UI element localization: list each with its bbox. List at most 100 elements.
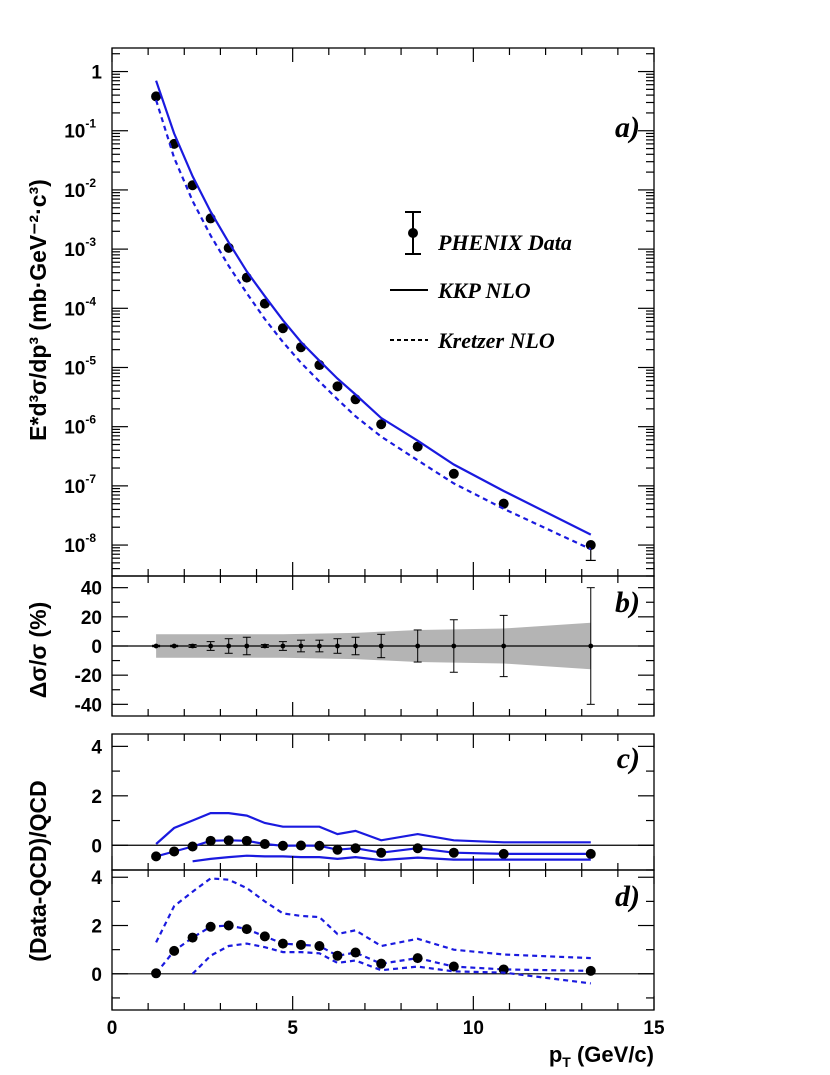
kretzer-ratio-central-point — [350, 947, 361, 958]
legend-kretzer-label: Kretzer NLO — [437, 328, 555, 353]
y-tick-label: -40 — [75, 695, 102, 716]
stat-point — [317, 643, 322, 649]
phenix-data-point — [412, 441, 423, 452]
stat-point — [208, 643, 214, 649]
phenix-data-point — [151, 91, 162, 102]
stat-point — [226, 643, 232, 649]
kkp-ratio-central-point — [350, 843, 361, 854]
stat-point — [190, 643, 195, 649]
kretzer-ratio-central-point — [448, 961, 459, 972]
stat-point — [280, 643, 286, 649]
x-tick-label: 10 — [463, 1018, 484, 1039]
kretzer-ratio-central-point — [277, 938, 288, 949]
kkp-ratio-central-point — [412, 843, 423, 854]
y-tick-label: -20 — [75, 666, 102, 687]
stat-point — [171, 643, 177, 649]
legend-data-label: PHENIX Data — [437, 230, 572, 255]
y-tick-label: 2 — [91, 917, 102, 938]
kkp-ratio-central-point — [585, 848, 596, 859]
kretzer-ratio-central-point — [241, 924, 252, 935]
y-tick-label: 40 — [81, 579, 102, 600]
stat-point — [335, 643, 340, 649]
y-tick-label: 10-2 — [64, 176, 96, 202]
panel-d-frame — [111, 869, 655, 1011]
panel-c-label: c) — [617, 742, 640, 775]
panel-a-spectrum: 1 10-1 10-2 10-3 10-4 10-5 10-6 10-7 10-8 a) PHE… — [25, 47, 655, 577]
phenix-data-point — [277, 323, 288, 334]
kretzer-ratio-central-point — [332, 950, 343, 961]
y-tick-label: 0 — [91, 836, 102, 857]
legend-data-marker — [408, 228, 418, 238]
kretzer-ratio-central-point — [223, 920, 234, 931]
stat-point — [415, 643, 421, 649]
stat-point — [353, 643, 358, 649]
kkp-ratio-upper-line — [155, 812, 591, 845]
panel-b-ylabel: Δσ/σ (%) — [25, 602, 51, 699]
panel-a-ylabel: E*d³σ/dp³ (mb·GeV⁻²·c³) — [25, 179, 51, 441]
y-tick-label: 4 — [91, 868, 102, 889]
kretzer-ratio-central-point — [314, 941, 325, 952]
kretzer-ratio-central-point — [295, 939, 306, 950]
stat-point — [262, 643, 268, 649]
y-tick-label: 10-6 — [64, 413, 96, 439]
kretzer-ratio-central-point — [151, 968, 162, 979]
kkp-ratio-central-point — [314, 840, 325, 851]
kretzer-ratio-central-point — [376, 958, 387, 969]
phenix-data-point — [295, 342, 306, 353]
y-tick-label: 0 — [91, 637, 102, 658]
kkp-ratio-central-point — [498, 848, 509, 859]
stat-point — [153, 643, 159, 649]
x-tick-label: 0 — [107, 1018, 118, 1039]
kretzer-ratio-central-point — [169, 945, 180, 956]
kkp-ratio-central-point — [448, 847, 459, 858]
y-tick-label: 10-8 — [64, 531, 96, 557]
kretzer-ratio-upper-line — [155, 877, 591, 960]
legend-kkp-label: KKP NLO — [437, 278, 531, 303]
y-tick-label: 2 — [91, 787, 102, 808]
kkp-ratio-central-point — [277, 840, 288, 851]
x-axis-title: pT (GeV/c) — [549, 1042, 654, 1070]
y-tick-label: 10-7 — [64, 472, 96, 498]
kkp-nlo-line — [155, 80, 592, 536]
y-tick-label: 1 — [91, 63, 102, 84]
kretzer-ratio-central-point — [585, 965, 596, 976]
kkp-ratio-central-point — [223, 835, 234, 846]
kretzer-ratio-central-point — [187, 932, 198, 943]
x-tick-label: 15 — [643, 1018, 665, 1039]
kkp-ratio-lower-line — [192, 854, 591, 863]
stat-point — [501, 643, 507, 649]
phenix-data-point — [498, 498, 509, 509]
panel-d-label: d) — [615, 880, 640, 913]
kretzer-ratio-central-point — [259, 931, 270, 942]
phenix-data-point — [376, 419, 387, 430]
x-tick-label: 5 — [287, 1018, 298, 1039]
kretzer-ratio-central-point — [205, 921, 216, 932]
kkp-ratio-central-point — [241, 835, 252, 846]
kkp-ratio-central-point — [205, 835, 216, 846]
kretzer-ratio-central-point — [412, 953, 423, 964]
stat-point — [244, 643, 250, 649]
kkp-ratio-central-point — [187, 841, 198, 852]
y-tick-label: 10-4 — [64, 294, 96, 320]
kkp-ratio-central-point — [295, 840, 306, 851]
y-tick-label: 10-5 — [64, 353, 96, 379]
stat-point — [378, 643, 384, 649]
y-tick-label: 4 — [91, 737, 102, 758]
stat-point — [588, 643, 594, 649]
stat-point — [298, 643, 304, 649]
panel-b-uncertainty: 40 20 0 -20 -40 b) Δσ/σ (%) — [25, 575, 655, 717]
phenix-data-point — [448, 468, 459, 479]
y-tick-label: 10-3 — [64, 235, 96, 261]
kkp-ratio-central-point — [169, 846, 180, 857]
y-tick-label: 10-1 — [64, 117, 96, 143]
kretzer-ratio-lower-line — [191, 942, 591, 985]
ratio-ylabel: (Data-QCD)/QCD — [25, 780, 51, 961]
kkp-ratio-central-point — [376, 847, 387, 858]
panel-b-label: b) — [615, 586, 640, 619]
y-tick-label: 20 — [81, 608, 102, 629]
stat-point — [451, 643, 457, 649]
panel-d-kretzer-ratio: 4 2 0 d) 0 5 10 15 — [91, 868, 665, 1039]
phenix-data-point — [332, 381, 343, 392]
